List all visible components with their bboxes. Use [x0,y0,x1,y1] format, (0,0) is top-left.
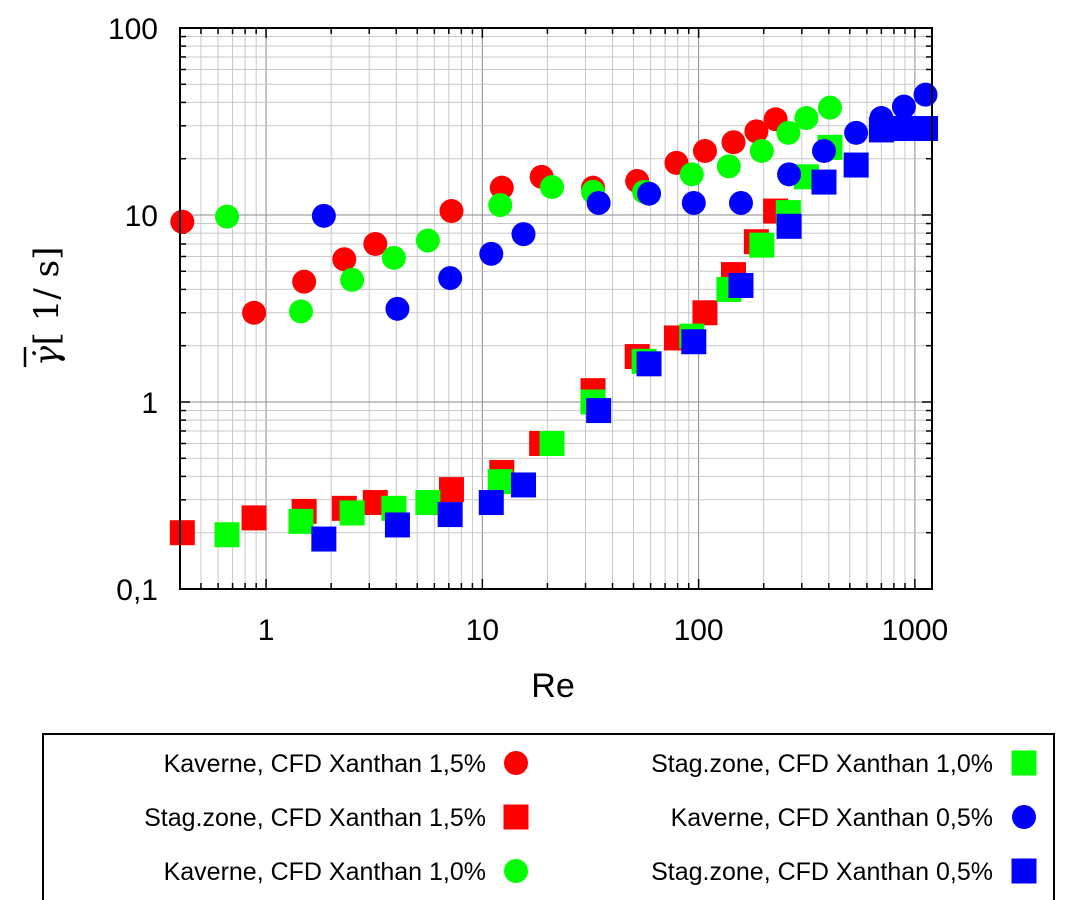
y-tick-label: 0,1 [116,574,158,607]
data-point-square [169,520,195,546]
data-point-circle [488,193,513,218]
legend-entries: Kaverne, CFD Xanthan 1,5% Stag.zone, CFD … [144,750,1037,886]
legend-label: Stag.zone, CFD Xanthan 1,5% [144,804,486,832]
data-point-circle [913,82,938,107]
y-tick-labels: 0,1 1 10 100 [108,13,158,607]
y-tick-label: 100 [108,13,158,46]
data-point-circle [744,119,769,144]
data-point-circle [692,138,717,163]
x-tick-label: 10 [466,614,499,647]
data-point-square [891,116,917,142]
data-point-circle [817,95,842,120]
legend-label: Kaverne, CFD Xanthan 1,0% [164,858,486,886]
data-point-square [510,472,536,498]
data-point-circle [340,267,365,292]
data-point-circle [311,203,336,228]
legend-label: Stag.zone, CFD Xanthan 0,5% [651,858,993,886]
x-axis-title: Re [531,667,574,705]
data-point-circle [439,199,464,224]
data-point-circle [540,175,565,200]
legend-box [42,733,1055,900]
legend-marker-square [503,804,529,830]
y-tick-label: 10 [125,200,158,233]
legend-label: Kaverne, CFD Xanthan 1,5% [164,750,486,778]
data-point-square [636,351,662,377]
y-tick-label: 1 [141,387,158,420]
x-tick-label: 1000 [882,614,949,647]
data-point-circle [728,190,753,215]
data-point-circle [891,94,916,119]
legend-marker-circle [1012,805,1036,829]
data-point-circle [381,245,406,270]
data-point-circle [776,120,801,145]
data-point-circle [415,228,440,253]
data-point-square [311,526,337,552]
y-axis-symbol: γ̇ [27,345,67,366]
data-point-square [539,430,565,456]
data-point-circle [811,138,836,163]
legend: Kaverne, CFD Xanthan 1,5% Stag.zone, CFD … [42,733,1055,900]
data-points [169,82,939,552]
data-point-circle [215,204,240,229]
data-point-square [681,329,707,355]
data-point-circle [716,154,741,179]
data-point-square [241,505,267,531]
x-tick-label: 1 [258,614,275,647]
data-point-square [384,512,410,538]
data-point-circle [681,190,706,215]
data-point-square [339,500,365,526]
plot-frame [179,27,933,590]
data-point-square [776,213,802,239]
data-point-square [692,300,718,326]
data-point-square [811,169,837,195]
data-point-square [478,490,504,516]
legend-marker-square [1011,858,1037,884]
legend-marker-circle [504,751,528,775]
data-point-circle [637,181,662,206]
data-point-square [749,232,775,258]
data-point-square [288,508,314,534]
data-point-circle [749,138,774,163]
data-point-square [728,272,754,298]
y-axis-unit: [ 1/ s] [27,247,67,346]
data-point-circle [479,241,504,266]
legend-label: Kaverne, CFD Xanthan 0,5% [671,804,993,832]
data-point-circle [777,162,802,187]
data-point-circle [844,120,869,145]
data-point-circle [332,247,357,272]
data-point-circle [170,209,195,234]
x-tick-labels: 1 10 100 1000 [258,614,949,647]
data-point-square [437,502,463,528]
data-point-circle [489,175,514,200]
data-point-circle [794,106,819,131]
legend-marker-circle [504,859,528,883]
data-point-circle [721,130,746,155]
legend-marker-square [1011,750,1037,776]
data-point-circle [511,222,536,247]
data-point-square [487,469,513,495]
data-point-circle [586,190,611,215]
data-point-square [913,116,939,142]
y-axis-title: γ̇ [ 1/ s] [23,247,67,367]
x-tick-label: 100 [674,614,724,647]
data-point-circle [288,299,313,324]
data-point-circle [242,300,267,325]
data-point-circle [679,162,704,187]
data-point-circle [385,296,410,321]
data-point-square [868,117,894,143]
data-point-square [843,152,869,178]
data-point-circle [363,231,388,256]
data-point-square [415,490,441,516]
data-point-circle [438,266,463,291]
legend-label: Stag.zone, CFD Xanthan 1,0% [651,750,993,778]
data-point-square [586,398,612,424]
data-point-square [214,522,240,548]
data-point-circle [292,269,317,294]
data-point-square [438,477,464,503]
